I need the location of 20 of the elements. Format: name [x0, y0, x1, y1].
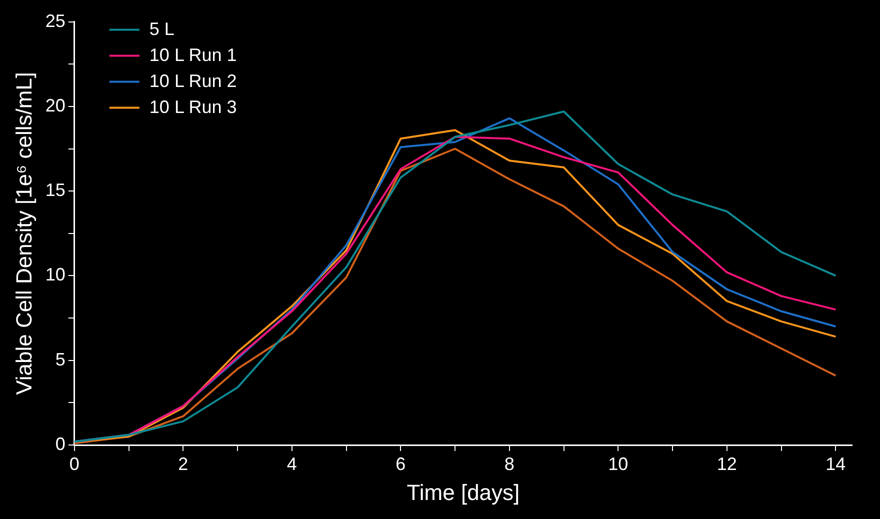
x-tick-label: 14: [826, 454, 846, 474]
x-tick-label: 6: [396, 454, 406, 474]
legend-label: 10 L Run 1: [149, 44, 237, 65]
x-tick-label: 12: [716, 454, 737, 474]
legend-label: 10 L Run 2: [149, 70, 237, 91]
y-tick-label: 25: [45, 10, 66, 31]
x-axis-title: Time [days]: [406, 480, 520, 505]
y-axis-title: Viable Cell Density [1e⁶ cells/mL]: [11, 72, 36, 395]
y-tick-label: 10: [45, 264, 66, 285]
y-tick-label: 15: [45, 180, 66, 200]
legend-label: 5 L: [149, 18, 174, 39]
x-tick-label: 10: [608, 454, 628, 474]
y-tick-label: 5: [55, 349, 66, 370]
x-tick-label: 8: [504, 454, 514, 474]
y-tick-label: 0: [55, 434, 66, 454]
x-tick-label: 2: [178, 454, 188, 474]
x-tick-label: 0: [69, 454, 80, 474]
legend-label: 10 L Run 3: [149, 96, 237, 117]
x-tick-label: 4: [286, 454, 297, 474]
y-tick-label: 20: [45, 95, 66, 116]
